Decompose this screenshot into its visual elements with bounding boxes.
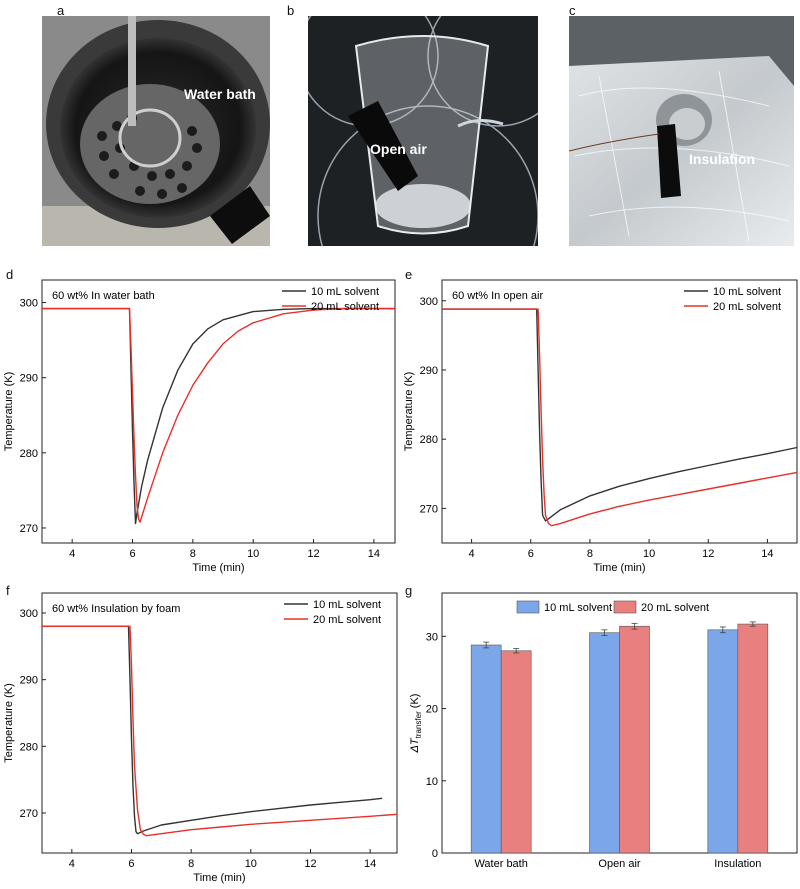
x-tick-label: 12 bbox=[304, 858, 316, 870]
x-axis-label: Time (min) bbox=[593, 562, 645, 574]
x-tick-label: 14 bbox=[761, 548, 773, 560]
category-label: Insulation bbox=[714, 858, 761, 870]
series-line-1 bbox=[42, 625, 383, 835]
y-tick-label: 270 bbox=[20, 523, 38, 535]
series-line-1 bbox=[442, 308, 798, 522]
photo-open-air: Open air bbox=[308, 16, 538, 246]
x-tick-label: 6 bbox=[128, 858, 134, 870]
y-tick-label: 300 bbox=[420, 296, 438, 308]
plot-frame-e bbox=[441, 279, 798, 544]
legend-label-2: 20 mL solvent bbox=[641, 602, 709, 614]
category-label: Water bath bbox=[474, 858, 527, 870]
y-tick-label: 300 bbox=[20, 298, 38, 310]
x-tick-label: 10 bbox=[643, 548, 655, 560]
bar bbox=[707, 629, 739, 854]
x-tick-label: 8 bbox=[587, 548, 593, 560]
chart-f: 4 6 8 10 12 14 270 280 290 300 Time (min) Temperatu… bbox=[3, 592, 398, 884]
y-tick-label: 290 bbox=[20, 373, 38, 385]
y-tick-label: 270 bbox=[420, 503, 438, 515]
panel-letter-e: e bbox=[405, 267, 413, 282]
legend-label-1: 10 mL solvent bbox=[544, 602, 612, 614]
photo-caption-open-air: Open air bbox=[370, 141, 427, 157]
bar bbox=[589, 632, 620, 854]
bar bbox=[470, 644, 502, 854]
x-tick-label: 4 bbox=[469, 548, 475, 560]
x-tick-label: 4 bbox=[69, 548, 75, 560]
x-axis-label: Time (min) bbox=[193, 872, 245, 884]
x-tick-label: 6 bbox=[528, 548, 534, 560]
legend-label-1: 10 mL solvent bbox=[713, 286, 781, 298]
y-tick-label: 270 bbox=[20, 808, 38, 820]
x-tick-label: 14 bbox=[364, 858, 376, 870]
x-tick-label: 4 bbox=[69, 858, 75, 870]
x-axis-label: Time (min) bbox=[192, 562, 244, 574]
panel-letter-d: d bbox=[6, 267, 14, 282]
y-tick-label: 280 bbox=[420, 434, 438, 446]
y-axis-label: ΔTtransfer (K) bbox=[409, 694, 423, 754]
photo-insulation: Insulation bbox=[569, 16, 794, 246]
category-label: Open air bbox=[598, 858, 641, 870]
y-tick-label: 290 bbox=[20, 675, 38, 687]
legend-swatch-2 bbox=[613, 600, 637, 614]
legend-label-2: 20 mL solvent bbox=[313, 614, 381, 626]
x-tick-label: 10 bbox=[245, 858, 257, 870]
x-tick-label: 12 bbox=[307, 548, 319, 560]
chart-d: 4 6 8 10 12 14 270 280 290 300 Time (min) Temperatu… bbox=[3, 279, 396, 574]
legend-label-2: 20 mL solvent bbox=[311, 301, 379, 313]
panel-letter-c: c bbox=[569, 3, 576, 18]
y-tick-label: 20 bbox=[426, 704, 438, 716]
chart-annotation: 60 wt% In open air bbox=[452, 290, 543, 302]
y-tick-label: 10 bbox=[426, 776, 438, 788]
y-tick-label: 280 bbox=[20, 448, 38, 460]
panel-letter-f: f bbox=[6, 583, 10, 598]
bar bbox=[500, 650, 532, 854]
y-tick-label: 300 bbox=[20, 608, 38, 620]
legend-label-1: 10 mL solvent bbox=[311, 286, 379, 298]
legend-swatch-1 bbox=[516, 600, 540, 614]
photo-water-bath: Water bath bbox=[42, 16, 270, 246]
x-tick-label: 14 bbox=[368, 548, 380, 560]
bar bbox=[619, 625, 650, 854]
y-tick-label: 30 bbox=[426, 631, 438, 643]
x-tick-label: 10 bbox=[247, 548, 259, 560]
plot-frame-d bbox=[41, 279, 396, 544]
y-axis-label: Temperature (K) bbox=[403, 372, 415, 451]
y-tick-label: 280 bbox=[20, 741, 38, 753]
panel-letter-g: g bbox=[405, 583, 413, 598]
panel-letter-a: a bbox=[57, 3, 65, 18]
chart-annotation: 60 wt% Insulation by foam bbox=[52, 603, 180, 615]
y-tick-label: 0 bbox=[432, 848, 438, 860]
chart-annotation: 60 wt% In water bath bbox=[52, 290, 155, 302]
panel-letter-b: b bbox=[287, 3, 295, 18]
series-line-2 bbox=[42, 307, 395, 523]
chart-e: 4 6 8 10 12 14 270 280 290 300 Time (min) Temperatu… bbox=[403, 279, 798, 574]
y-axis-label: Temperature (K) bbox=[3, 683, 15, 762]
plot-frame-f bbox=[41, 592, 398, 854]
x-tick-label: 8 bbox=[190, 548, 196, 560]
photo-caption-insulation: Insulation bbox=[689, 151, 756, 167]
y-axis-label: Temperature (K) bbox=[3, 372, 15, 451]
legend-label-2: 20 mL solvent bbox=[713, 301, 781, 313]
bar bbox=[737, 623, 769, 854]
series-line-1 bbox=[42, 307, 395, 525]
x-tick-label: 12 bbox=[702, 548, 714, 560]
legend-label-1: 10 mL solvent bbox=[313, 599, 381, 611]
photo-caption-water-bath: Water bath bbox=[184, 86, 256, 102]
series-line-2 bbox=[442, 308, 798, 527]
chart-g: 0 10 20 30 Water bath Open air Insulation ΔTtra… bbox=[409, 592, 798, 870]
series-line-2 bbox=[42, 625, 398, 837]
x-tick-label: 6 bbox=[129, 548, 135, 560]
y-tick-label: 290 bbox=[420, 365, 438, 377]
x-tick-label: 8 bbox=[188, 858, 194, 870]
